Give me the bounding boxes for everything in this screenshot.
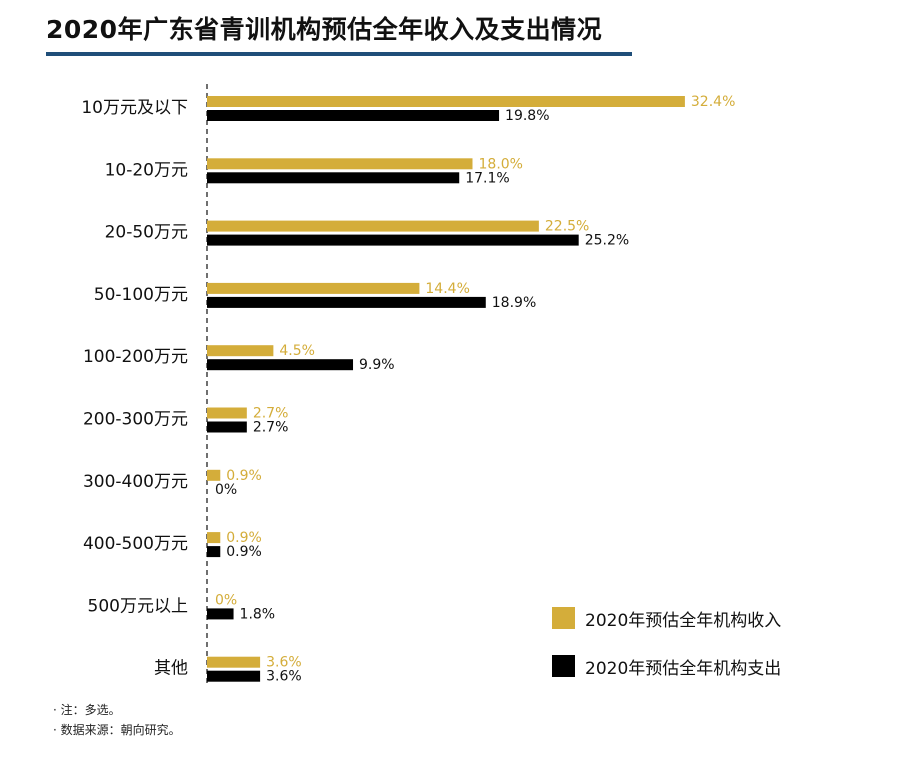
category-label: 10-20万元 [105, 160, 188, 180]
income-bar [207, 532, 221, 544]
expense-bar [207, 546, 221, 558]
legend-label-income: 2020年预估全年机构收入 [585, 610, 782, 631]
category-label: 其他 [154, 659, 188, 679]
bar-chart: 10万元及以下 32.4% 19.8% 10-20万元 18.0%17.1% 20-50万… [81, 84, 735, 685]
income-value-label: 0% [215, 592, 237, 608]
category-label: 10万元及以下 [81, 98, 188, 118]
expense-bar [207, 296, 486, 308]
category-label: 200-300万元 [83, 410, 188, 430]
income-value-label: 14.4% [425, 281, 469, 297]
expense-value-label: 17.1% [465, 170, 509, 186]
category-label: 100-200万元 [83, 347, 188, 367]
income-bar [207, 656, 261, 668]
expense-bar [207, 172, 460, 184]
expense-value-label: 0% [215, 482, 237, 498]
chart-title: 2020年广东省青训机构预估全年收入及支出情况 [46, 15, 603, 44]
legend-swatch-income [552, 607, 575, 629]
income-bar [207, 282, 420, 294]
legend-item-income: 2020年预估全年机构收入 [552, 604, 781, 632]
income-value-label: 0.9% [226, 530, 262, 546]
expense-value-label: 25.2% [585, 233, 629, 249]
income-value-label: 18.0% [479, 156, 523, 172]
expense-value-label: 1.8% [240, 606, 276, 622]
expense-bar [207, 234, 579, 246]
expense-bar [207, 110, 500, 121]
expense-value-label: 2.7% [253, 420, 289, 436]
footnote-source: 数据来源：朝向研究。 [53, 720, 181, 740]
income-bar [207, 158, 473, 170]
income-bar [207, 345, 274, 357]
footnote-multi-select: 注：多选。 [53, 700, 181, 720]
income-value-label: 32.4% [691, 94, 735, 110]
income-bar [207, 469, 221, 481]
legend: 2020年预估全年机构收入 2020年预估全年机构支出 [552, 604, 781, 700]
legend-swatch-expense [552, 655, 575, 677]
income-value-label: 2.7% [253, 406, 289, 422]
category-label: 400-500万元 [83, 534, 188, 554]
income-value-label: 22.5% [545, 219, 589, 235]
expense-value-label: 18.9% [492, 295, 536, 311]
expense-value-label: 9.9% [359, 357, 395, 373]
category-label: 500万元以上 [88, 596, 188, 616]
legend-item-expense: 2020年预估全年机构支出 [552, 652, 781, 680]
income-value-label: 3.6% [266, 655, 302, 671]
expense-bar [207, 421, 247, 433]
expense-value-label: 0.9% [226, 544, 262, 560]
category-label: 50-100万元 [94, 285, 188, 305]
income-value-label: 4.5% [279, 343, 315, 359]
category-label: 20-50万元 [105, 223, 188, 243]
legend-label-expense: 2020年预估全年机构支出 [585, 658, 782, 679]
expense-bar [207, 670, 261, 682]
expense-value-label: 19.8% [505, 108, 549, 124]
expense-bar [207, 608, 234, 620]
expense-value-label: 3.6% [266, 669, 302, 685]
category-label: 300-400万元 [83, 472, 188, 492]
expense-bar [207, 359, 354, 371]
title-underline [46, 52, 632, 56]
income-bar [207, 96, 685, 107]
income-bar [207, 407, 247, 419]
income-value-label: 0.9% [226, 468, 262, 484]
income-bar [207, 220, 539, 232]
footnotes: 注：多选。 数据来源：朝向研究。 [53, 700, 181, 740]
